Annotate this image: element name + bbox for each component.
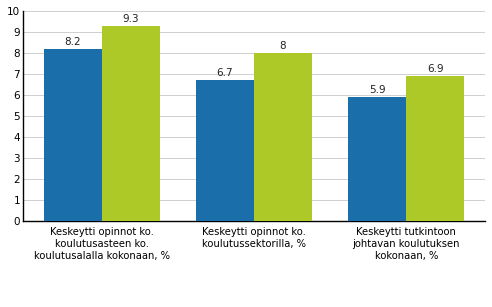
Text: 6.7: 6.7	[216, 68, 233, 78]
Text: 5.9: 5.9	[369, 85, 386, 95]
Bar	[196, 80, 254, 221]
Bar	[348, 97, 406, 221]
Text: 9.3: 9.3	[123, 14, 139, 24]
Bar	[102, 26, 159, 221]
Text: 6.9: 6.9	[427, 64, 443, 74]
Text: 8: 8	[279, 41, 286, 51]
Bar	[254, 53, 312, 221]
Bar	[406, 76, 464, 221]
Text: 8.2: 8.2	[64, 37, 81, 47]
Bar	[44, 49, 102, 221]
